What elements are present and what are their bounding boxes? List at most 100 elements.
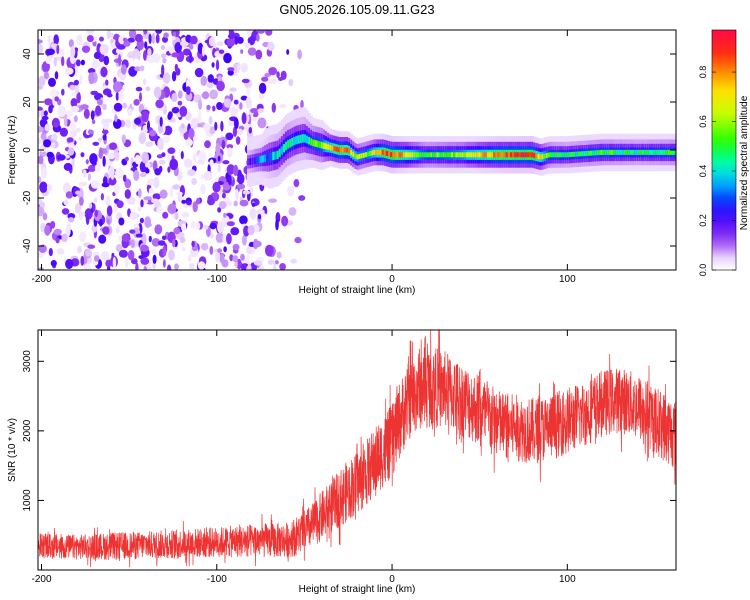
heatmap-ridge-cell (627, 149, 631, 155)
heatmap-noise-cell (248, 127, 252, 134)
heatmap-noise-cell (196, 159, 206, 165)
heatmap-ridge-cell (409, 152, 412, 158)
heatmap-ridge-cell (272, 151, 276, 161)
heatmap-noise-cell (177, 90, 183, 99)
heatmap-noise-cell (127, 37, 135, 43)
heatmap-ridge-cell (278, 148, 282, 158)
heatmap-noise-cell (115, 244, 123, 253)
heatmap-noise-cell (214, 121, 218, 131)
heatmap-noise-cell (78, 181, 88, 187)
heatmap-ridge-cell (438, 152, 442, 158)
heatmap-ridge-cell (295, 135, 299, 145)
heatmap-noise-cell (223, 98, 232, 108)
heatmap-noise-cell (129, 229, 136, 234)
heatmap-ridge-cell (404, 152, 408, 158)
heatmap-noise-cell (276, 71, 280, 79)
heatmap-noise-cell (144, 216, 152, 229)
heatmap-ridge-cell (606, 149, 610, 155)
colorbar-label: Normalized spectral amplitude (739, 95, 750, 230)
heatmap-noise-cell (162, 58, 167, 64)
heatmap-noise-cell (216, 80, 225, 92)
heatmap-noise-cell (163, 32, 169, 38)
heatmap-noise-cell (118, 54, 122, 66)
heatmap-noise-cell (159, 189, 168, 199)
heatmap-noise-cell (103, 159, 113, 168)
heatmap-noise-cell (75, 65, 78, 76)
heatmap-noise-cell (78, 212, 86, 217)
heatmap-noise-cell (153, 86, 162, 99)
heatmap-noise-cell (201, 45, 205, 57)
heatmap-noise-cell (54, 71, 59, 80)
heatmap-ridge-cell (621, 149, 625, 155)
heatmap-noise-cell (133, 170, 140, 181)
heatmap-noise-cell (162, 245, 167, 257)
heatmap-noise-cell (237, 128, 243, 136)
heatmap-noise-cell (43, 139, 52, 148)
heatmap-ridge-cell (442, 152, 446, 158)
heatmap-noise-cell (224, 196, 230, 201)
heatmap-noise-cell (48, 248, 53, 257)
heatmap-noise-cell (273, 262, 277, 270)
heatmap-noise-cell (76, 91, 81, 104)
heatmap-noise-cell (166, 264, 172, 270)
heatmap-ridge-cell (459, 152, 463, 158)
heatmap-noise-cell (74, 202, 82, 214)
heatmap-noise-cell (106, 218, 111, 225)
heatmap-noise-cell (90, 110, 95, 121)
heatmap-ridge-cell (308, 137, 311, 145)
heatmap-noise-cell (203, 170, 213, 181)
heatmap-ridge-cell (566, 152, 570, 158)
heatmap-noise-cell (148, 33, 152, 44)
heatmap-noise-cell (70, 105, 80, 113)
heatmap-noise-cell (127, 108, 133, 116)
heatmap-noise-cell (230, 227, 240, 236)
heatmap-noise-cell (204, 140, 211, 149)
heatmap-noise-cell (118, 217, 125, 226)
heatmap-noise-cell (179, 106, 188, 117)
heatmap-noise-cell (200, 75, 208, 86)
heatmap-ridge-cell (350, 150, 353, 156)
heatmap-noise-cell (223, 212, 227, 218)
heatmap-noise-cell (113, 102, 123, 112)
heatmap-noise-cell (59, 48, 64, 56)
heatmap-ridge-cell (446, 152, 450, 158)
heatmap-noise-cell (167, 203, 177, 215)
heatmap-noise-cell (75, 59, 81, 67)
heatmap-noise-cell (85, 213, 90, 226)
heatmap-noise-cell (70, 129, 76, 137)
snr-x-tick-label: 0 (389, 574, 395, 585)
heatmap-ridge-cell (611, 149, 614, 155)
heatmap-ridge-cell (432, 152, 435, 158)
heatmap-noise-cell (135, 233, 143, 238)
snr-x-tick-label: -100 (207, 574, 227, 585)
heatmap-ridge-cell (331, 145, 335, 151)
heatmap-noise-cell (46, 48, 55, 56)
heatmap-ridge-cell (535, 153, 539, 159)
heatmap-noise-cell (151, 32, 156, 45)
heatmap-noise-cell (228, 119, 235, 127)
heatmap-noise-cell (167, 166, 171, 173)
colorbar-tick-label: 0.4 (698, 165, 708, 178)
snr-plot-frame (37, 329, 677, 571)
heatmap-noise-cell (76, 34, 83, 46)
heatmap-noise-cell (125, 118, 131, 128)
heatmap-ridge-cell (360, 153, 364, 159)
heatmap-ridge-cell (461, 152, 465, 158)
heatmap-noise-cell (102, 226, 110, 235)
heatmap-ridge-cell (486, 152, 490, 158)
heatmap-noise-cell (144, 168, 150, 174)
heatmap-noise-cell (226, 164, 235, 175)
heatmap-noise-cell (42, 212, 48, 221)
heatmap-ridge-cell (592, 150, 595, 156)
heatmap-noise-cell (98, 234, 107, 244)
heatmap-noise-cell (212, 181, 221, 193)
heatmap-noise-cell (187, 169, 196, 177)
heatmap-ridge-cell (623, 149, 627, 155)
heatmap-y-tick-label: 0 (22, 147, 33, 153)
heatmap-ridge-cell (270, 152, 274, 161)
colorbar: 0.0 0.2 0.4 0.6 0.8 Normalized spectral ampl… (698, 29, 750, 276)
heatmap-noise-cell (256, 33, 260, 42)
heatmap-noise-cell (144, 41, 148, 49)
heatmap-ridge-cell (362, 152, 366, 158)
